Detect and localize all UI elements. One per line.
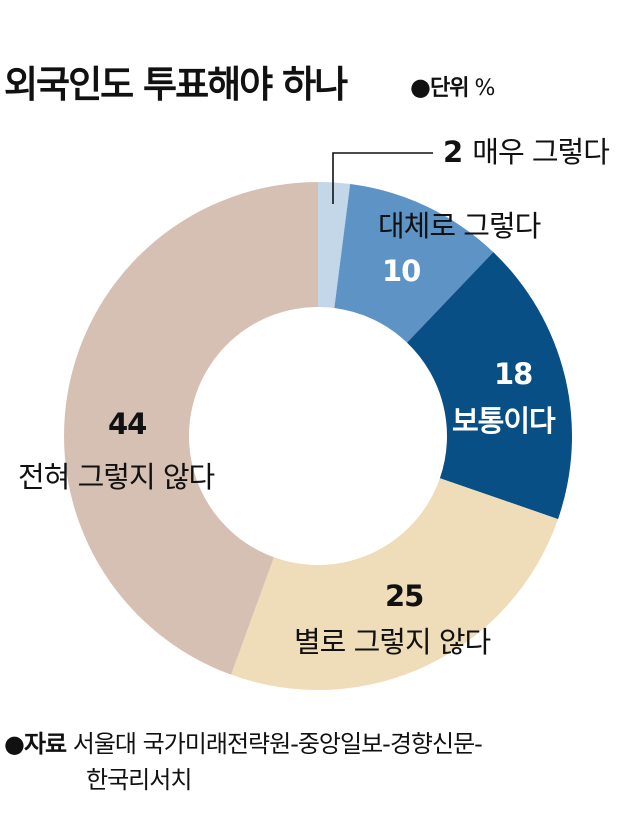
source-note: ●자료 서울대 국가미래전략원-중앙일보-경향신문- 한국리서치 (4, 726, 483, 798)
unit-note: ●단위 % (410, 72, 495, 104)
label-very-agree: 2 매우 그렇다 (443, 135, 610, 169)
text-strongly-disagree: 전혀 그렇지 않다 (18, 460, 215, 494)
unit-value: % (474, 76, 495, 101)
text-neutral: 보통이다 (452, 404, 556, 438)
bullet-icon: ● (410, 73, 431, 101)
value-very-agree: 2 (443, 135, 463, 169)
donut-slice (407, 252, 572, 520)
donut-slice (231, 478, 559, 690)
text-somewhat-agree: 대체로 그렇다 (378, 209, 541, 243)
text-very-agree: 매우 그렇다 (472, 135, 610, 169)
source-label: 자료 (23, 730, 67, 758)
donut-slices (63, 182, 572, 690)
unit-label: 단위 (429, 76, 469, 101)
value-strongly-disagree: 44 (108, 407, 147, 441)
donut-slice (63, 182, 319, 675)
value-somewhat-disagree: 25 (385, 579, 424, 613)
value-neutral: 18 (494, 357, 533, 391)
bullet-icon: ● (4, 730, 25, 758)
source-line1: 서울대 국가미래전략원-중앙일보-경향신문- (72, 730, 483, 758)
chart-title: 외국인도 투표해야 하나 (4, 63, 348, 106)
leader-line (332, 152, 433, 204)
donut-slice (318, 182, 351, 309)
value-somewhat-agree: 10 (382, 254, 421, 288)
text-somewhat-disagree: 별로 그렇지 않다 (294, 625, 491, 659)
source-line2: 한국리서치 (86, 766, 192, 794)
donut-slice (334, 184, 494, 343)
